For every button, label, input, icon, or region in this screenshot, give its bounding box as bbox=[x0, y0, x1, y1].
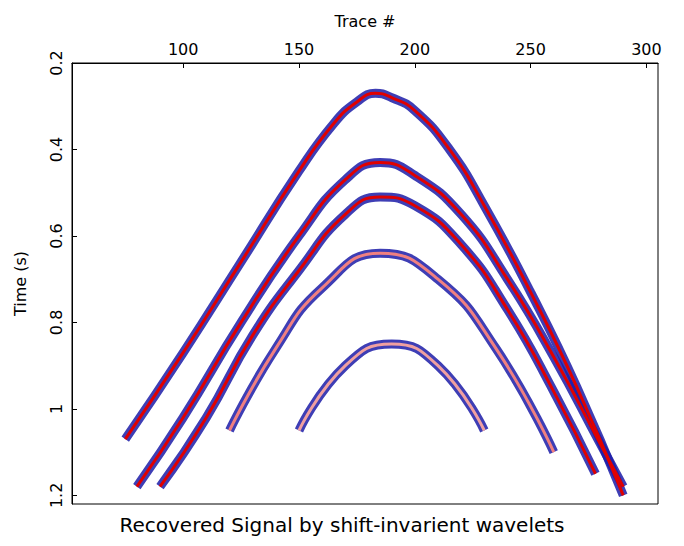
svg-text:Recovered Signal by shift-inva: Recovered Signal by shift-invarient wave… bbox=[119, 513, 564, 537]
svg-text:1.2: 1.2 bbox=[47, 483, 66, 508]
svg-text:200: 200 bbox=[400, 40, 431, 59]
svg-text:1: 1 bbox=[47, 404, 66, 414]
svg-text:Time (s): Time (s) bbox=[11, 251, 30, 317]
svg-text:0.6: 0.6 bbox=[47, 223, 66, 248]
svg-text:150: 150 bbox=[284, 40, 315, 59]
svg-text:0.2: 0.2 bbox=[47, 50, 66, 75]
svg-text:300: 300 bbox=[631, 40, 662, 59]
svg-text:100: 100 bbox=[168, 40, 199, 59]
svg-text:250: 250 bbox=[515, 40, 546, 59]
svg-text:0.8: 0.8 bbox=[47, 310, 66, 335]
svg-text:0.4: 0.4 bbox=[47, 137, 66, 162]
svg-text:Trace #: Trace # bbox=[334, 12, 396, 31]
